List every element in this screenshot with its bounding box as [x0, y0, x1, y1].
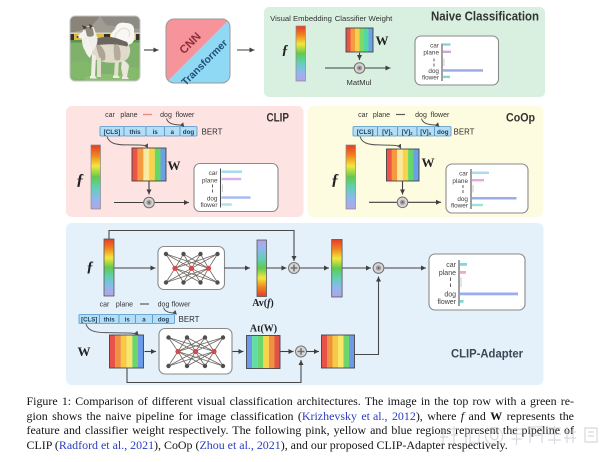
svg-text:Av(f): Av(f)	[252, 298, 274, 309]
svg-text:plane: plane	[423, 49, 439, 56]
svg-text:flower: flower	[176, 112, 195, 119]
svg-text:dog: dog	[444, 292, 456, 299]
svg-text:dog: dog	[437, 129, 449, 136]
svg-text:dog: dog	[415, 112, 427, 119]
svg-text:Classifier Weight: Classifier Weight	[335, 14, 393, 23]
svg-text:dog: dog	[160, 112, 172, 119]
svg-text:plane: plane	[120, 112, 137, 119]
svg-text:BERT: BERT	[454, 127, 475, 136]
svg-text:plane: plane	[202, 178, 218, 185]
svg-text:At(W): At(W)	[250, 324, 277, 335]
svg-text:flower: flower	[200, 202, 218, 209]
svg-text:dog: dog	[183, 129, 195, 136]
svg-text:a: a	[142, 316, 146, 323]
svg-text:flower: flower	[437, 299, 456, 306]
svg-text:ƒ: ƒ	[76, 172, 84, 189]
svg-text:dog: dog	[158, 316, 169, 323]
svg-text:BERT: BERT	[179, 315, 200, 324]
svg-text:ƒ: ƒ	[86, 259, 94, 275]
svg-text:flower: flower	[431, 112, 450, 119]
svg-text:[CLS]: [CLS]	[357, 129, 374, 136]
svg-text:car: car	[209, 170, 219, 177]
svg-text:flower: flower	[451, 203, 469, 210]
svg-text:car: car	[430, 42, 440, 49]
svg-text:plane: plane	[439, 270, 456, 277]
svg-text:this: this	[104, 316, 115, 323]
svg-text:[CLS]: [CLS]	[81, 316, 97, 323]
svg-text:car: car	[100, 302, 110, 309]
svg-text:flower: flower	[172, 302, 191, 309]
svg-text:car: car	[459, 171, 469, 178]
svg-text:plane: plane	[452, 178, 468, 185]
svg-text:dog: dog	[428, 68, 439, 75]
svg-text:CLIP: CLIP	[267, 110, 290, 124]
svg-text:CLIP-Adapter: CLIP-Adapter	[451, 347, 523, 361]
svg-text:MatMul: MatMul	[347, 78, 372, 87]
svg-text:ƒ: ƒ	[282, 43, 289, 58]
svg-text:W: W	[422, 155, 435, 170]
svg-text:[V]2: [V]2	[402, 129, 413, 136]
svg-text:a: a	[170, 129, 174, 136]
svg-text:[V]n: [V]n	[420, 129, 431, 136]
svg-text:W: W	[376, 33, 389, 48]
svg-text:is: is	[153, 129, 159, 136]
svg-text:car: car	[446, 262, 456, 269]
svg-text:CoOp: CoOp	[506, 110, 535, 124]
svg-text:is: is	[125, 316, 131, 323]
svg-text:car: car	[358, 112, 368, 119]
svg-text:car: car	[105, 112, 115, 119]
svg-text:dog: dog	[158, 302, 170, 309]
svg-text:W: W	[168, 158, 181, 173]
svg-text:ƒ: ƒ	[331, 172, 339, 189]
svg-text:dog: dog	[207, 196, 218, 203]
svg-text:Visual Embedding: Visual Embedding	[270, 14, 332, 23]
svg-text:W: W	[78, 344, 91, 359]
svg-text:[CLS]: [CLS]	[104, 129, 121, 136]
svg-text:[V]1: [V]1	[382, 129, 393, 136]
svg-text:this: this	[129, 129, 141, 136]
svg-text:Naive Classification: Naive Classification	[431, 9, 539, 24]
svg-text:flower: flower	[422, 74, 440, 81]
svg-text:dog: dog	[457, 196, 468, 203]
svg-text:BERT: BERT	[202, 128, 223, 137]
svg-text:plane: plane	[116, 302, 133, 309]
svg-text:plane: plane	[373, 112, 390, 119]
